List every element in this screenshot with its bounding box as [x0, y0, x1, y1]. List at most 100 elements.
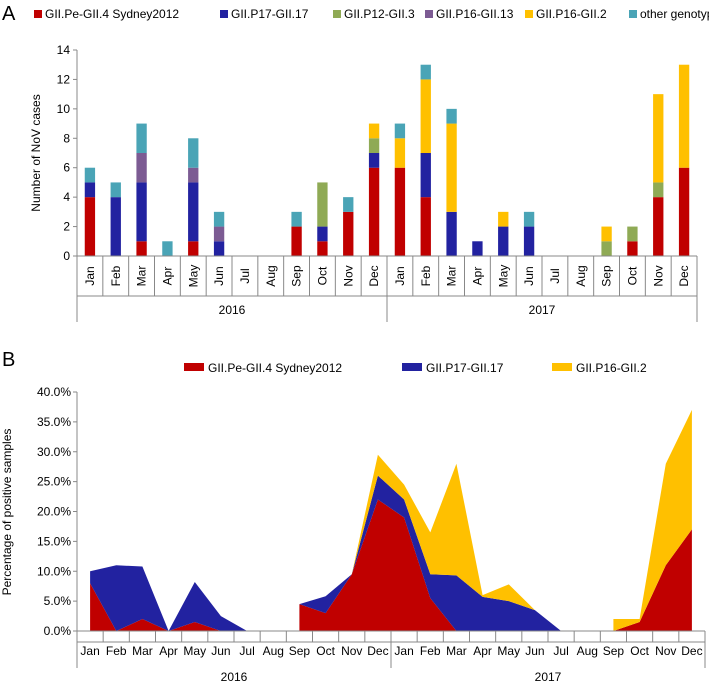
x-tick-label-b: Apr: [159, 644, 178, 658]
x-tick-label-a: Jun: [212, 266, 226, 285]
bar-a-5: [653, 94, 664, 183]
x-tick-label-a: Jul: [548, 268, 562, 283]
legend-b-swatch: [552, 363, 572, 371]
x-tick-label-a: Aug: [574, 265, 588, 286]
panel-a-label: A: [2, 3, 16, 25]
bar-a-6: [162, 241, 173, 256]
bar-a-2: [472, 241, 483, 256]
y-tick-label-b: 40.0%: [37, 385, 71, 399]
x-tick-label-a: Mar: [445, 266, 459, 287]
x-tick-label-b: Nov: [655, 644, 676, 658]
bar-a-3: [317, 182, 328, 227]
x-tick-label-a: Dec: [367, 265, 381, 286]
legend-a-entry: other genotype: [640, 7, 709, 21]
legend-a-swatch: [333, 10, 341, 18]
y-tick-label-a: 6: [63, 161, 70, 175]
bar-a-6: [343, 197, 354, 212]
legend-a-swatch: [220, 10, 228, 18]
legend-b-swatch: [402, 363, 422, 371]
x-tick-label-b: Sep: [289, 644, 311, 658]
legend-a: GII.Pe-GII.4 Sydney2012 GII.P17-GII.17 GII…: [34, 7, 709, 21]
bar-a-6: [291, 211, 302, 227]
bar-a-4: [136, 153, 147, 183]
bar-a-1: [84, 197, 96, 256]
legend-a-swatch: [629, 10, 637, 18]
x-tick-label-a: Aug: [264, 265, 278, 286]
x-tick-label-b: Oct: [316, 644, 335, 658]
x-tick-label-b: Dec: [681, 644, 702, 658]
bar-a-1: [136, 241, 147, 256]
area-b-1: [90, 583, 248, 631]
x-tick-label-b: Dec: [367, 644, 388, 658]
bar-a-1: [317, 241, 328, 256]
bar-a-2: [136, 182, 147, 242]
x-tick-label-b: Feb: [420, 644, 441, 658]
bar-a-6: [136, 123, 147, 153]
x-tick-label-b: Jun: [211, 644, 230, 658]
bar-a-2: [213, 241, 225, 256]
x-tick-label-b: May: [183, 644, 206, 658]
x-tick-label-a: Jan: [393, 266, 407, 285]
x-tick-label-b: Mar: [132, 644, 153, 658]
bar-a-1: [394, 167, 406, 256]
y-tick-label-b: 30.0%: [37, 445, 71, 459]
y-tick-label-b: 0.0%: [44, 624, 72, 638]
bar-a-4: [213, 226, 225, 242]
x-tick-label-a: May: [186, 265, 200, 288]
bar-a-6: [110, 182, 121, 198]
x-tick-label-b: Apr: [473, 644, 492, 658]
legend-a-entry: GII.P16-GII.13: [436, 7, 514, 21]
y-tick-label-b: 15.0%: [37, 534, 71, 548]
bar-a-1: [653, 197, 664, 256]
x-tick-label-b: Jul: [239, 644, 254, 658]
bar-a-6: [394, 123, 406, 139]
y-axis-label-a: Number of NoV cases: [29, 94, 43, 211]
x-tick-label-a: Sep: [600, 265, 614, 287]
y-tick-label-a: 14: [57, 43, 71, 57]
y-tick-label-a: 4: [63, 190, 70, 204]
bar-a-2: [84, 182, 96, 198]
bar-a-3: [627, 226, 638, 242]
x-tick-label-a: Dec: [677, 265, 691, 286]
area-b-2: [90, 565, 248, 631]
area-b-1: [299, 499, 562, 631]
x-tick-label-a: Mar: [135, 266, 149, 287]
bar-a-5: [601, 226, 612, 242]
chart-b: 0.0% 5.0% 10.0% 15.0% 20.0% 25.0% 30.0% 35.0% 40…: [37, 385, 706, 684]
x-tick-label-a: Feb: [109, 265, 123, 286]
legend-b: GII.Pe-GII.4 Sydney2012 GII.P17-GII.17 GII…: [184, 361, 647, 375]
x-tick-label-b: May: [497, 644, 520, 658]
bar-a-2: [368, 153, 380, 168]
x-tick-label-a: Feb: [419, 265, 433, 286]
area-b-3: [613, 409, 692, 631]
bar-a-5: [446, 123, 457, 212]
bar-a-2: [498, 226, 509, 256]
legend-b-entry: GII.Pe-GII.4 Sydney2012: [208, 361, 342, 375]
x-tick-label-b: Jul: [553, 644, 568, 658]
x-tick-label-b: Aug: [263, 644, 284, 658]
x-tick-label-a: May: [496, 265, 510, 288]
y-axis-label-b: Percentage of positive samples: [0, 429, 14, 596]
bar-a-5: [394, 138, 406, 168]
y-tick-label-b: 5.0%: [44, 594, 72, 608]
x-tick-label-a: Jan: [83, 266, 97, 285]
bar-a-1: [188, 241, 199, 256]
x-tick-label-a: Nov: [651, 265, 665, 286]
bar-a-3: [601, 241, 612, 256]
x-tick-label-b: Oct: [630, 644, 649, 658]
area-b-3: [299, 454, 562, 631]
x-tick-label-a: Sep: [290, 265, 304, 287]
x-tick-label-a: Jul: [238, 268, 252, 283]
x-tick-label-b: Sep: [603, 644, 625, 658]
x-tick-label-a: Apr: [470, 267, 484, 286]
bar-a-2: [446, 211, 457, 256]
panel-b-label: B: [2, 349, 15, 371]
bar-a-1: [343, 211, 354, 256]
bar-a-4: [188, 167, 199, 183]
x-tick-label-b: Feb: [106, 644, 127, 658]
legend-b-entry: GII.P16-GII.2: [576, 361, 647, 375]
bar-a-6: [523, 211, 535, 227]
year-label-a: 2016: [219, 303, 246, 317]
bar-a-2: [317, 226, 328, 242]
